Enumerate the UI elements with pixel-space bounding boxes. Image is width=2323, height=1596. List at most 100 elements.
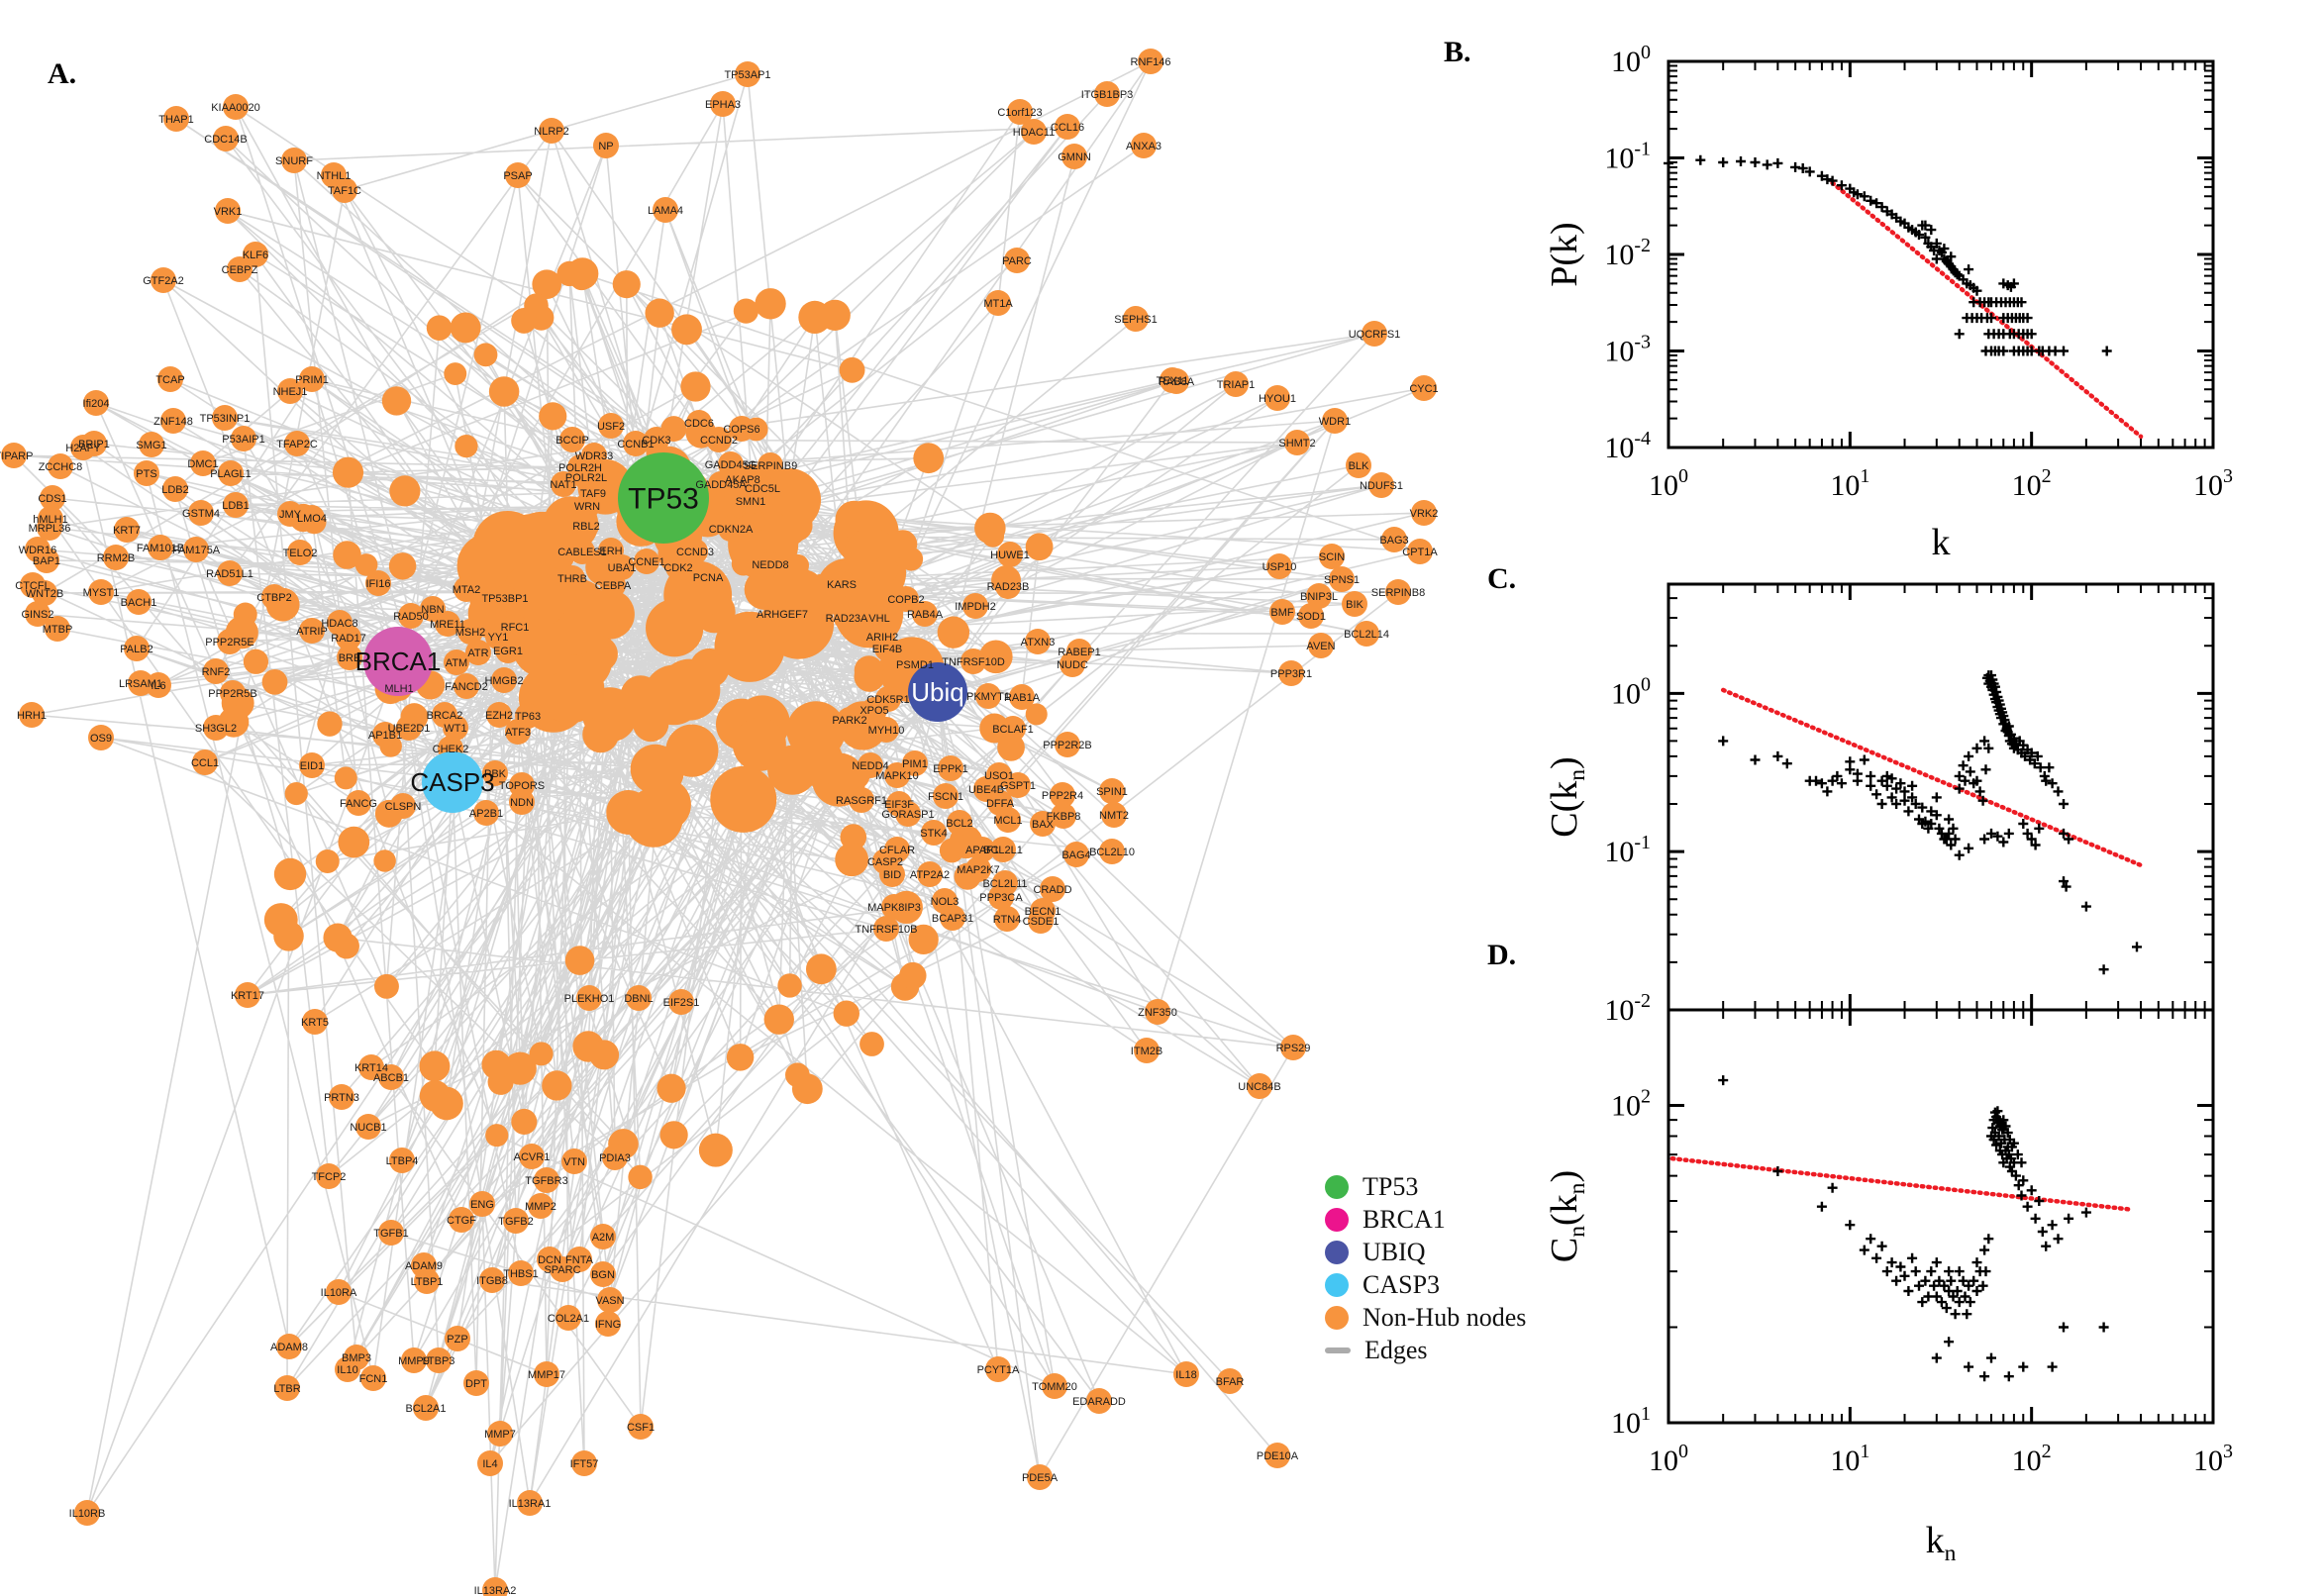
network-node[interactable] (1030, 811, 1056, 837)
network-node[interactable] (487, 1421, 513, 1446)
network-node[interactable] (1223, 371, 1249, 397)
network-node[interactable] (512, 616, 573, 677)
network-node[interactable] (1094, 81, 1120, 107)
network-node[interactable] (508, 1260, 534, 1286)
network-node[interactable] (988, 884, 1014, 910)
network-node[interactable] (809, 708, 840, 739)
network-node[interactable] (628, 1414, 654, 1440)
network-node[interactable] (835, 843, 869, 877)
network-node[interactable] (488, 376, 520, 407)
network-node[interactable] (190, 450, 216, 476)
network-node[interactable] (414, 1268, 440, 1294)
network-node[interactable] (1134, 1038, 1160, 1063)
network-node[interactable] (317, 711, 343, 737)
network-node[interactable] (261, 584, 287, 610)
network-node[interactable] (495, 638, 521, 663)
network-node[interactable] (733, 298, 759, 324)
network-node[interactable] (659, 1121, 688, 1149)
hub-node-ubiq[interactable] (908, 662, 967, 722)
network-node[interactable] (336, 625, 361, 650)
network-node[interactable] (162, 476, 188, 502)
network-node[interactable] (1099, 778, 1125, 804)
network-node[interactable] (1060, 651, 1085, 677)
network-node[interactable] (1284, 430, 1310, 455)
network-node[interactable] (539, 402, 567, 431)
network-node[interactable] (449, 1207, 474, 1233)
network-node[interactable] (323, 923, 353, 952)
network-node[interactable] (19, 702, 45, 728)
network-node[interactable] (299, 752, 325, 778)
network-node[interactable] (556, 1305, 581, 1331)
network-node[interactable] (1025, 533, 1054, 561)
network-node[interactable] (595, 1311, 621, 1337)
network-node[interactable] (653, 197, 678, 223)
network-node[interactable] (833, 1000, 859, 1027)
network-node[interactable] (646, 599, 704, 657)
network-node[interactable] (1025, 629, 1051, 654)
network-node[interactable] (48, 453, 73, 479)
network-node[interactable] (469, 1191, 495, 1217)
network-node[interactable] (686, 410, 712, 436)
network-node[interactable] (454, 576, 479, 602)
network-node[interactable] (960, 648, 986, 674)
network-node[interactable] (139, 432, 164, 457)
network-node[interactable] (668, 989, 694, 1015)
network-node[interactable] (965, 856, 991, 882)
network-node[interactable] (569, 539, 595, 564)
network-node[interactable] (302, 1009, 328, 1035)
network-node[interactable] (834, 605, 859, 631)
network-node[interactable] (995, 573, 1021, 599)
network-node[interactable] (358, 1054, 384, 1080)
network-node[interactable] (590, 1224, 616, 1249)
network-node[interactable] (706, 427, 732, 452)
network-node[interactable] (1342, 591, 1367, 617)
network-node[interactable] (785, 1062, 810, 1088)
network-node[interactable] (316, 1163, 342, 1189)
network-node[interactable] (243, 648, 269, 674)
network-node[interactable] (315, 848, 340, 873)
network-node[interactable] (990, 837, 1016, 862)
network-node[interactable] (805, 953, 837, 985)
network-node[interactable] (1101, 802, 1127, 828)
network-node[interactable] (445, 1326, 470, 1351)
network-node[interactable] (695, 564, 721, 590)
network-node[interactable] (913, 443, 945, 474)
network-node[interactable] (656, 1073, 686, 1103)
network-node[interactable] (217, 560, 243, 586)
network-node[interactable] (192, 749, 218, 775)
network-node[interactable] (790, 734, 844, 787)
network-node[interactable] (1131, 133, 1157, 158)
network-node[interactable] (389, 1147, 415, 1173)
network-node[interactable] (573, 513, 599, 539)
network-node[interactable] (899, 547, 924, 571)
network-node[interactable] (940, 905, 965, 931)
network-node[interactable] (157, 366, 183, 392)
network-node[interactable] (576, 985, 602, 1011)
network-node[interactable] (1217, 1368, 1243, 1394)
network-node[interactable] (479, 1267, 505, 1293)
network-node[interactable] (597, 1287, 623, 1313)
network-node[interactable] (710, 765, 777, 833)
network-node[interactable] (644, 427, 669, 452)
network-node[interactable] (326, 1279, 352, 1305)
network-node[interactable] (849, 787, 874, 813)
network-node[interactable] (786, 553, 810, 577)
network-node[interactable] (879, 861, 905, 887)
network-node[interactable] (509, 789, 535, 815)
network-node[interactable] (284, 781, 308, 806)
network-node[interactable] (884, 762, 910, 788)
network-node[interactable] (218, 460, 244, 486)
network-node[interactable] (1163, 368, 1189, 394)
network-node[interactable] (263, 903, 298, 937)
network-node[interactable] (1051, 803, 1076, 829)
hub-node-brca1[interactable] (363, 627, 433, 696)
network-node[interactable] (1308, 633, 1334, 658)
network-node[interactable] (103, 545, 129, 570)
network-node[interactable] (1042, 1373, 1067, 1399)
network-node[interactable] (634, 549, 659, 574)
network-node[interactable] (582, 716, 619, 753)
network-node[interactable] (1025, 703, 1048, 726)
network-node[interactable] (334, 766, 357, 790)
network-node[interactable] (502, 561, 570, 630)
network-node[interactable] (566, 1247, 592, 1272)
